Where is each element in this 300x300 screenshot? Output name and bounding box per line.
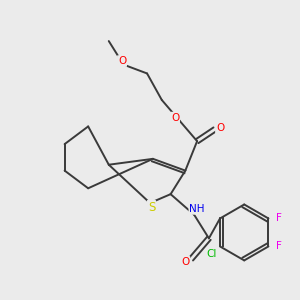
Text: S: S — [148, 201, 155, 214]
Text: NH: NH — [189, 204, 205, 214]
Text: Cl: Cl — [206, 249, 216, 259]
Text: O: O — [216, 123, 224, 133]
Text: F: F — [276, 242, 282, 251]
Text: O: O — [118, 56, 126, 66]
Text: F: F — [276, 214, 282, 224]
Text: O: O — [181, 257, 190, 267]
Text: O: O — [171, 112, 179, 123]
